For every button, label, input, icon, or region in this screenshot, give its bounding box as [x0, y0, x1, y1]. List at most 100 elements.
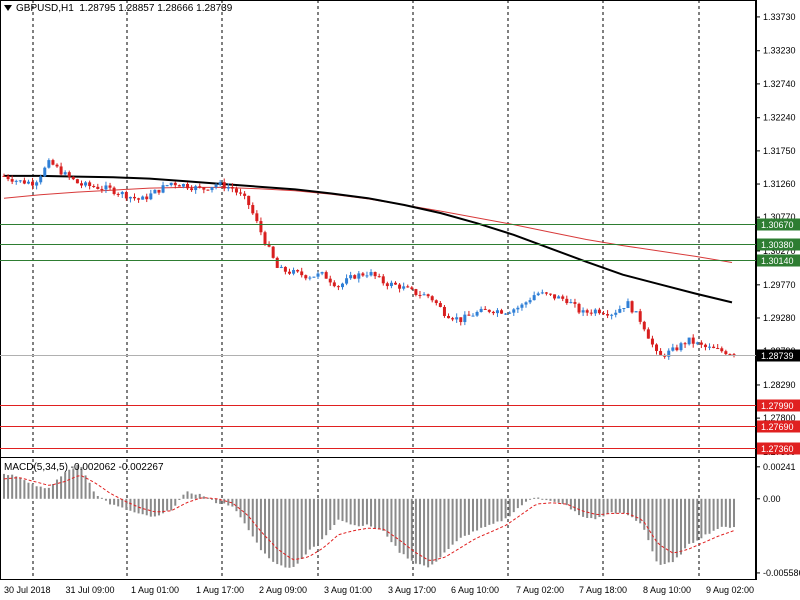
macd-bar [353, 498, 356, 526]
macd-bar [308, 498, 311, 550]
macd-bar [410, 498, 413, 561]
candle-body [230, 187, 234, 189]
x-tick-label: 3 Aug 01:00 [324, 585, 372, 595]
candle-body [6, 175, 10, 180]
candle-body [528, 300, 532, 303]
macd-bar [72, 468, 75, 499]
level-tag-label: 1.28739 [761, 351, 794, 361]
candle-body [540, 292, 544, 294]
level-tag-resistance [757, 218, 800, 231]
macd-bar [728, 498, 731, 528]
candle-body [296, 270, 300, 272]
candle-body [377, 276, 381, 278]
macd-bar [688, 498, 691, 544]
macd-bar [622, 498, 625, 514]
macd-y-tick-label: 0.00241 [763, 462, 796, 472]
candle-body [22, 180, 26, 184]
macd-bar [174, 498, 177, 506]
macd-bar [321, 498, 324, 540]
candle-body [406, 286, 410, 288]
candle-body [455, 317, 459, 320]
macd-bar [121, 498, 124, 508]
candle-body [239, 192, 243, 194]
candle-body [703, 344, 707, 348]
macd-bar [104, 498, 107, 501]
macd-bar [166, 498, 169, 511]
macd-bar [390, 498, 393, 543]
macd-bar [659, 498, 662, 565]
macd-bar [345, 498, 348, 523]
macd-bar [64, 472, 67, 499]
candle-body [659, 350, 663, 355]
x-tick-label: 8 Aug 10:00 [643, 585, 691, 595]
collapse-arrow-icon[interactable] [4, 5, 12, 12]
macd-bar [88, 482, 91, 499]
candle-body [495, 310, 499, 314]
macd-bar [312, 498, 315, 547]
macd-bar [235, 498, 238, 512]
macd-bar [545, 498, 548, 501]
candle-body [487, 309, 491, 312]
macd-bar [655, 498, 658, 562]
candle-body [447, 315, 451, 319]
macd-bar [109, 498, 112, 505]
macd-bar [96, 496, 99, 499]
candle-body [544, 292, 548, 294]
candle-body [218, 182, 222, 185]
candle-body [504, 313, 508, 315]
macd-bar [198, 493, 201, 499]
macd-bar [423, 498, 426, 566]
macd-bar [516, 498, 519, 509]
macd-bar [716, 498, 719, 529]
macd-bar [663, 498, 666, 565]
candle-body [210, 187, 214, 191]
macd-bar [463, 498, 466, 536]
macd-bar [239, 498, 242, 518]
candle-body [548, 293, 552, 295]
candle-body [312, 276, 316, 278]
macd-bar [190, 493, 193, 499]
candle-body [287, 271, 291, 274]
level-tag-label: 1.27690 [761, 422, 794, 432]
macd-bar [533, 497, 536, 499]
candle-body [340, 283, 344, 288]
macd-bar [508, 498, 511, 517]
macd-bar [696, 498, 699, 541]
macd-bar [329, 498, 332, 531]
macd-bar [296, 498, 299, 564]
candle-body [14, 180, 18, 182]
candle-body [271, 246, 275, 258]
candle-body [683, 343, 687, 345]
candle-body [634, 311, 638, 313]
candle-body [279, 266, 283, 268]
macd-bar [19, 477, 22, 499]
y-tick-label: 1.29280 [763, 313, 796, 323]
level-tag-label: 1.27990 [761, 401, 794, 411]
candle-body [483, 308, 487, 310]
macd-header: MACD(5,34,5) -0.002062 -0.002267 [4, 462, 164, 473]
macd-y-tick-label: -0.005586 [763, 568, 800, 578]
macd-bar [300, 498, 303, 560]
level-tag-label: 1.30380 [761, 240, 794, 250]
level-tag-resistance [757, 254, 800, 267]
macd-bar [667, 498, 670, 563]
candle-body [650, 338, 654, 345]
macd-bar [215, 498, 218, 504]
candle-body [373, 272, 377, 277]
x-tick-label: 3 Aug 17:00 [388, 585, 436, 595]
x-tick-label: 31 Jul 09:00 [65, 585, 114, 595]
macd-bar [11, 474, 14, 499]
macd-bar [492, 498, 495, 524]
macd-bar [704, 498, 707, 535]
candle-body [128, 196, 132, 199]
candle-body [536, 293, 540, 296]
macd-bar [549, 498, 552, 501]
macd-signal-line [3, 475, 735, 562]
macd-bar [325, 498, 328, 536]
macd-bar [206, 497, 209, 499]
candle-body [532, 295, 536, 301]
candle-body [84, 182, 88, 186]
level-tag-resistance [757, 238, 800, 251]
macd-bar [471, 498, 474, 532]
